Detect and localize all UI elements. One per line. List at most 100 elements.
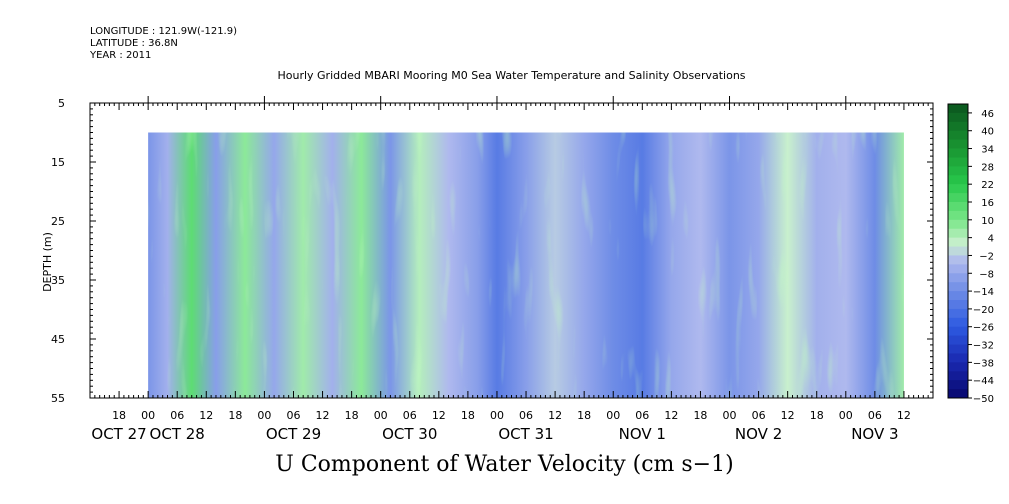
x-hour-label: 00: [257, 409, 271, 422]
colorbar-swatch: [948, 273, 968, 283]
x-hour-label: 00: [374, 409, 388, 422]
x-hour-label: 06: [403, 409, 417, 422]
colorbar-label: −50: [973, 394, 994, 405]
colorbar-swatch: [948, 246, 968, 256]
colorbar-label: 34: [981, 145, 994, 156]
colorbar-swatch: [948, 121, 968, 132]
x-date-label: OCT 29: [266, 425, 321, 443]
colorbar-label: 16: [981, 198, 994, 209]
colorbar-label: −8: [979, 269, 994, 280]
colorbar-swatch: [948, 193, 968, 203]
x-axis-label: U Component of Water Velocity (cm s−1): [275, 452, 734, 477]
y-tick-label: 55: [51, 392, 65, 405]
colorbar-swatch: [948, 308, 968, 319]
x-hour-label: 18: [577, 409, 591, 422]
x-hour-label: 06: [286, 409, 300, 422]
colorbar-swatch: [948, 210, 968, 221]
x-axis: 18 00 06 12 18 00 06 12 18 00 06 12 18 00 06 12 18 00 06 12…: [89, 96, 934, 443]
colorbar-swatch: [948, 335, 968, 345]
colorbar-label: −26: [973, 323, 994, 334]
year-label: YEAR : 2011: [90, 50, 152, 61]
x-hour-label: 00: [490, 409, 504, 422]
latitude-label: LATITUDE : 36.8N: [90, 38, 178, 49]
colorbar-label: 22: [981, 180, 994, 191]
colorbar-swatch: [948, 228, 968, 239]
x-date-label: NOV 1: [619, 425, 666, 443]
colorbar-frame: [947, 103, 969, 399]
x-date-label: NOV 2: [735, 425, 782, 443]
colorbar: 46 40 34 28 22 16 10 4 −2 −8 −14 −20 −26 −32 −38 −44 −50: [947, 103, 994, 405]
x-hour-label: 12: [316, 409, 330, 422]
x-hour-label: 06: [752, 409, 766, 422]
x-hour-label: 18: [228, 409, 242, 422]
heatmap-texture: [148, 132, 904, 398]
x-date-label: OCT 31: [498, 425, 553, 443]
colorbar-swatch: [948, 317, 968, 328]
x-hour-label: 00: [141, 409, 155, 422]
x-date-label: NOV 3: [851, 425, 898, 443]
colorbar-label: −44: [973, 376, 994, 387]
colorbar-label: 40: [981, 127, 994, 138]
colorbar-swatch: [948, 202, 968, 212]
colorbar-swatch: [948, 219, 968, 230]
colorbar-label: −38: [973, 358, 994, 369]
y-tick-label: 35: [51, 274, 65, 287]
colorbar-swatch: [948, 362, 968, 372]
colorbar-swatch: [948, 264, 968, 274]
colorbar-label: 10: [981, 216, 994, 227]
colorbar-label: −20: [973, 305, 994, 316]
x-hour-label: 00: [839, 409, 853, 422]
colorbar-label: 4: [988, 234, 994, 245]
longitude-label: LONGITUDE : 121.9W(-121.9): [90, 26, 237, 37]
x-hour-label: 12: [548, 409, 562, 422]
x-hour-label: 12: [664, 409, 678, 422]
x-hour-label: 18: [810, 409, 824, 422]
colorbar-swatch: [948, 353, 968, 363]
y-axis-label: DEPTH (m): [41, 232, 54, 292]
colorbar-swatch: [948, 139, 968, 149]
x-hour-label: 06: [868, 409, 882, 422]
x-date-label: OCT 28: [150, 425, 205, 443]
colorbar-label: 46: [981, 109, 994, 120]
colorbar-swatch: [948, 291, 968, 301]
x-date-label: OCT 27: [91, 425, 146, 443]
colorbar-swatch: [948, 237, 968, 247]
x-hour-label: 18: [461, 409, 475, 422]
chart-title: Hourly Gridded MBARI Mooring M0 Sea Wate…: [277, 69, 746, 82]
colorbar-swatch: [948, 255, 968, 265]
x-hour-label: 12: [897, 409, 911, 422]
x-hour-label: 12: [199, 409, 213, 422]
colorbar-swatch: [948, 112, 968, 123]
colorbar-swatch: [948, 157, 968, 167]
x-hour-label: 18: [112, 409, 126, 422]
colorbar-swatch: [948, 175, 968, 185]
y-tick-label: 15: [51, 156, 65, 169]
x-hour-label: 06: [170, 409, 184, 422]
colorbar-swatch: [948, 371, 968, 381]
x-hour-label: 18: [345, 409, 359, 422]
y-tick-label: 45: [51, 333, 65, 346]
y-axis: 5 15 25 35 45 55: [51, 97, 933, 405]
colorbar-label: 28: [981, 162, 994, 173]
x-hour-label: 12: [432, 409, 446, 422]
x-hour-label: 18: [693, 409, 707, 422]
y-tick-label: 5: [58, 97, 65, 110]
colorbar-swatch: [948, 300, 968, 310]
colorbar-swatch: [948, 148, 968, 158]
x-hour-label: 06: [519, 409, 533, 422]
colorbar-label: −2: [979, 251, 994, 262]
colorbar-label: −14: [973, 287, 994, 298]
x-hour-label: 00: [723, 409, 737, 422]
colorbar-swatch: [948, 380, 968, 390]
colorbar-swatch: [948, 326, 968, 337]
x-hour-label: 06: [635, 409, 649, 422]
colorbar-swatch: [948, 282, 968, 292]
colorbar-swatch: [948, 166, 968, 176]
x-date-label: OCT 30: [382, 425, 437, 443]
colorbar-swatch: [948, 184, 968, 194]
y-tick-label: 25: [51, 215, 65, 228]
colorbar-swatch: [948, 130, 968, 141]
plot-area: [89, 102, 934, 399]
x-hour-label: 12: [781, 409, 795, 422]
